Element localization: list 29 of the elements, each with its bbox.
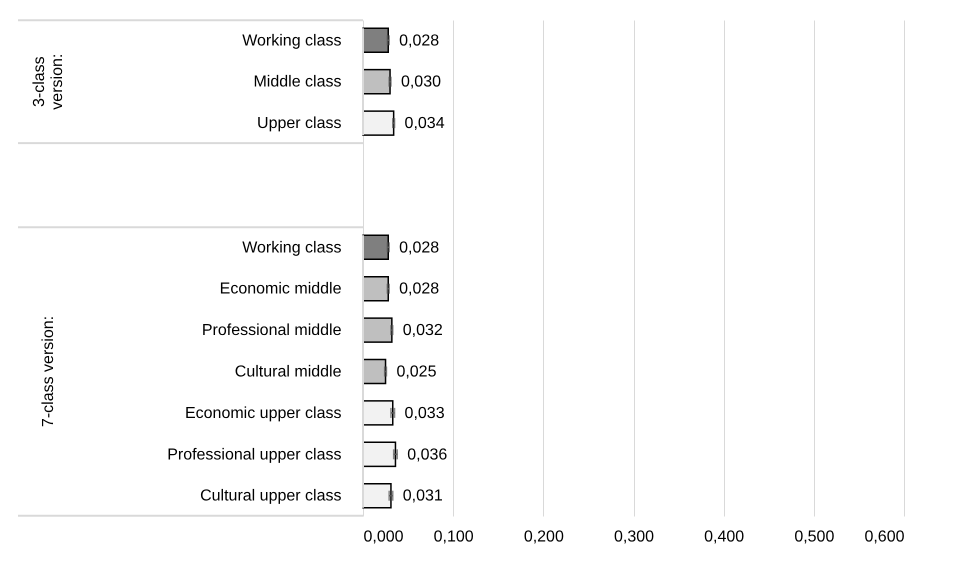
data-label: 0,030 <box>400 74 442 91</box>
x-tick-label: 0,300 <box>614 528 654 546</box>
text: 3-class version: <box>31 54 66 110</box>
x-tick-label: 0,600 <box>864 528 905 546</box>
data-label: 0,033 <box>404 404 445 422</box>
y-tick-label: Working class <box>242 239 342 256</box>
y-tick-label: Upper class <box>257 115 342 132</box>
data-label: 0,031 <box>402 488 443 505</box>
x-tick-label: 0,500 <box>794 528 834 546</box>
x-tick-label: 0,400 <box>704 528 744 546</box>
y-tick-label: Economic upper class <box>184 404 342 422</box>
data-label: 0,028 <box>399 239 440 256</box>
y-tick-label: Working class <box>242 32 342 50</box>
y-tick-label: Professional middle <box>202 322 342 340</box>
data-label: 0,025 <box>396 364 437 381</box>
x-tick-label: 0,200 <box>524 528 564 546</box>
y-tick-label: Economic middle <box>220 280 342 298</box>
y-tick-label: Middle class <box>253 74 342 91</box>
data-label: 0,036 <box>407 446 448 464</box>
y-tick-label: Cultural middle <box>234 364 342 381</box>
x-tick-label: 0,100 <box>434 528 474 546</box>
data-label: 0,032 <box>402 322 443 340</box>
x-tick-label: 0,000 <box>364 528 404 546</box>
data-label: 0,028 <box>399 32 440 50</box>
data-label: 0,034 <box>404 115 445 132</box>
data-label: 0,028 <box>399 280 440 298</box>
y-tick-label: Professional upper class <box>167 446 342 464</box>
text: 7-class version: <box>40 316 57 428</box>
y-tick-label: Cultural upper class <box>200 488 342 505</box>
